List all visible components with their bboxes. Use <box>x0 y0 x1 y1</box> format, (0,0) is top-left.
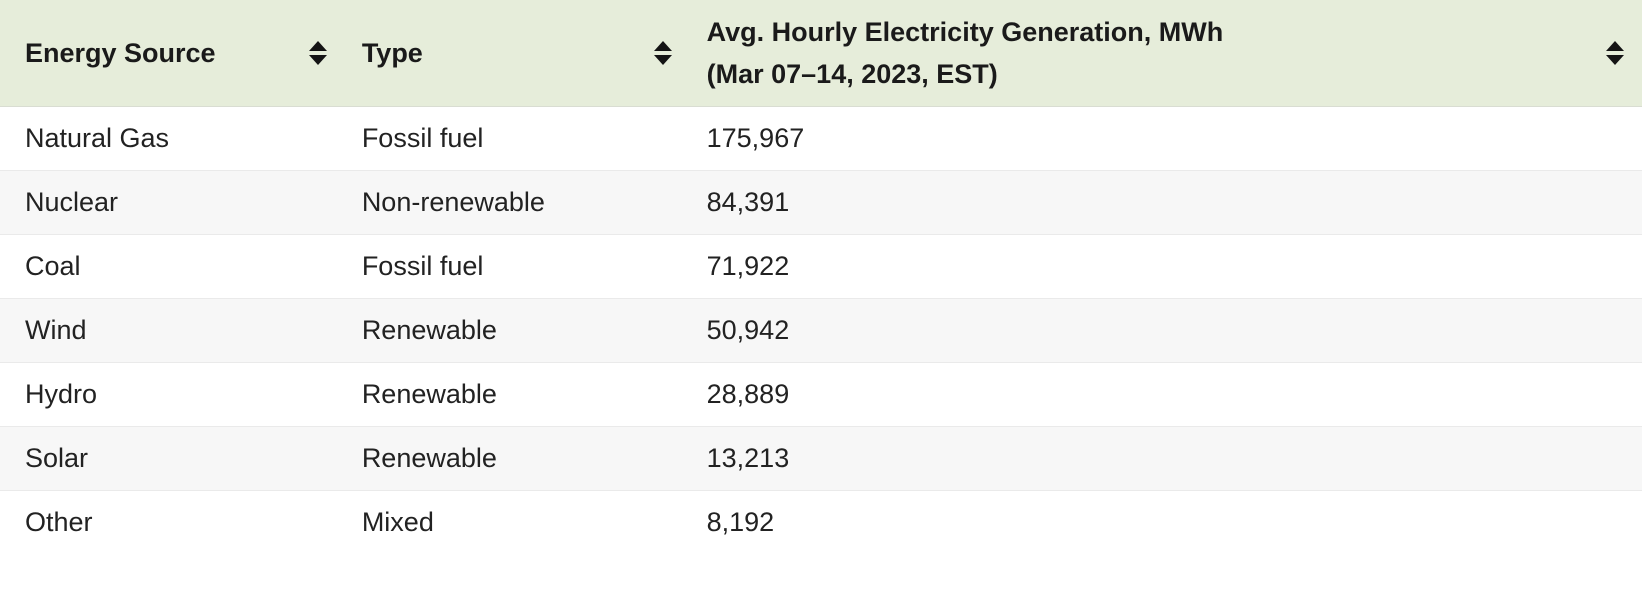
cell-generation-value: 175,967 <box>689 106 1642 171</box>
table-header: Energy Source Type <box>0 0 1642 107</box>
sort-arrows-icon[interactable] <box>307 39 329 67</box>
cell-generation-value: 8,192 <box>689 490 1642 554</box>
cell-type: Non-renewable <box>344 170 690 235</box>
cell-generation-value: 84,391 <box>689 170 1642 235</box>
cell-type: Fossil fuel <box>344 234 690 299</box>
cell-energy-source: Solar <box>0 426 345 491</box>
cell-energy-source: Other <box>0 490 345 554</box>
sort-ascending-icon <box>1606 41 1624 51</box>
sort-arrows-icon[interactable] <box>1604 39 1626 67</box>
column-header-label: Type <box>361 38 423 68</box>
energy-generation-table: Energy Source Type <box>0 0 1642 554</box>
header-row: Energy Source Type <box>0 0 1642 107</box>
cell-energy-source: Natural Gas <box>0 106 345 171</box>
column-header-energy-source[interactable]: Energy Source <box>0 0 345 107</box>
cell-type: Renewable <box>344 362 690 427</box>
table-row: Solar Renewable 13,213 <box>0 426 1642 491</box>
column-header-line2: (Mar 07–14, 2023, EST) <box>706 59 998 89</box>
cell-generation-value: 13,213 <box>689 426 1642 491</box>
cell-type: Renewable <box>344 426 690 491</box>
cell-generation-value: 50,942 <box>689 298 1642 363</box>
table-row: Natural Gas Fossil fuel 175,967 <box>0 106 1642 171</box>
column-header-generation[interactable]: Avg. Hourly Electricity Generation, MWh … <box>689 0 1642 107</box>
cell-type: Fossil fuel <box>344 106 690 171</box>
sort-descending-icon <box>308 55 327 65</box>
cell-generation-value: 71,922 <box>689 234 1642 299</box>
table-row: Wind Renewable 50,942 <box>0 298 1642 363</box>
column-header-label: Avg. Hourly Electricity Generation, MWh … <box>707 11 1224 95</box>
sort-ascending-icon <box>308 41 327 51</box>
cell-energy-source: Hydro <box>0 362 345 427</box>
cell-energy-source: Wind <box>0 298 345 363</box>
table-row: Hydro Renewable 28,889 <box>0 362 1642 427</box>
sort-descending-icon <box>653 55 672 65</box>
cell-type: Renewable <box>344 298 690 363</box>
table-row: Coal Fossil fuel 71,922 <box>0 234 1642 299</box>
sort-descending-icon <box>1606 55 1624 65</box>
cell-generation-value: 28,889 <box>689 362 1642 427</box>
sort-arrows-icon[interactable] <box>652 39 674 67</box>
column-header-line1: Avg. Hourly Electricity Generation, MWh <box>706 17 1224 47</box>
table-row: Other Mixed 8,192 <box>0 490 1642 554</box>
cell-energy-source: Nuclear <box>0 170 345 235</box>
cell-type: Mixed <box>344 490 690 554</box>
column-header-label: Energy Source <box>25 38 216 68</box>
table-row: Nuclear Non-renewable 84,391 <box>0 170 1642 235</box>
sort-ascending-icon <box>653 41 672 51</box>
column-header-type[interactable]: Type <box>344 0 690 107</box>
table-body: Natural Gas Fossil fuel 175,967 Nuclear … <box>0 106 1642 554</box>
cell-energy-source: Coal <box>0 234 345 299</box>
